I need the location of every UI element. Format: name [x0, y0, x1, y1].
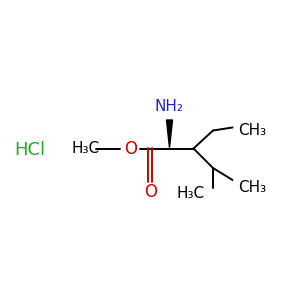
Text: HCl: HCl	[14, 141, 46, 159]
Text: H₃C: H₃C	[176, 186, 205, 201]
Text: CH₃: CH₃	[238, 180, 267, 195]
Polygon shape	[167, 120, 172, 148]
Text: O: O	[144, 183, 157, 201]
Text: CH₃: CH₃	[238, 123, 267, 138]
Text: O: O	[124, 140, 137, 158]
Text: H₃C: H₃C	[71, 141, 100, 156]
Text: NH₂: NH₂	[155, 99, 184, 114]
